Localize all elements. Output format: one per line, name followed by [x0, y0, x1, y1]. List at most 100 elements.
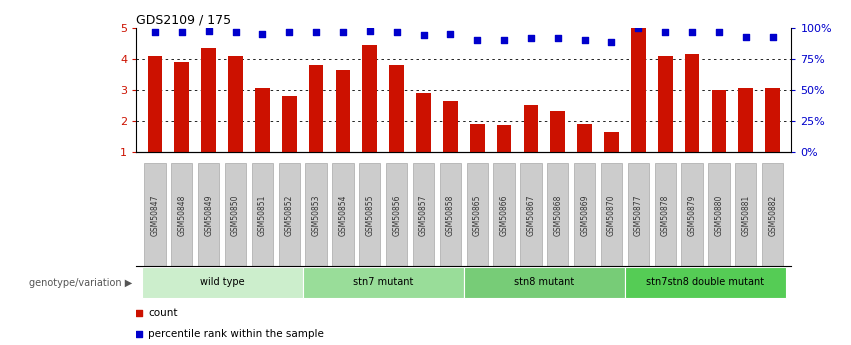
FancyBboxPatch shape [735, 163, 757, 268]
FancyBboxPatch shape [386, 163, 408, 268]
Bar [577, 124, 592, 152]
Bar [389, 65, 404, 152]
Text: GSM50856: GSM50856 [392, 195, 401, 236]
FancyBboxPatch shape [333, 163, 353, 268]
Point [255, 31, 269, 37]
Bar [765, 88, 780, 152]
Bar [255, 88, 270, 152]
FancyBboxPatch shape [303, 267, 464, 298]
Text: GDS2109 / 175: GDS2109 / 175 [136, 13, 231, 27]
FancyBboxPatch shape [708, 163, 729, 268]
Text: GSM50870: GSM50870 [607, 195, 616, 236]
Text: GSM50878: GSM50878 [660, 195, 670, 236]
Bar [604, 131, 619, 152]
FancyBboxPatch shape [762, 163, 783, 268]
FancyBboxPatch shape [466, 163, 488, 268]
Text: count: count [148, 308, 178, 318]
FancyBboxPatch shape [413, 163, 434, 268]
FancyBboxPatch shape [225, 163, 246, 268]
Text: GSM50849: GSM50849 [204, 195, 213, 236]
Point [712, 29, 726, 35]
Point [487, 251, 500, 256]
FancyBboxPatch shape [601, 163, 622, 268]
Text: GSM50853: GSM50853 [311, 195, 321, 236]
Point [229, 29, 243, 35]
FancyBboxPatch shape [574, 163, 595, 268]
Point [487, 61, 500, 67]
Text: percentile rank within the sample: percentile rank within the sample [148, 329, 324, 339]
FancyBboxPatch shape [494, 163, 515, 268]
Bar [282, 96, 297, 152]
Bar [363, 45, 377, 152]
Point [417, 32, 431, 38]
Point [605, 39, 619, 44]
Bar [443, 101, 458, 152]
FancyBboxPatch shape [682, 163, 703, 268]
Text: GSM50851: GSM50851 [258, 195, 267, 236]
Text: GSM50880: GSM50880 [715, 195, 723, 236]
FancyBboxPatch shape [440, 163, 461, 268]
FancyBboxPatch shape [628, 163, 649, 268]
Text: GSM50855: GSM50855 [365, 195, 374, 236]
Bar [523, 105, 539, 152]
Point [363, 28, 377, 33]
FancyBboxPatch shape [464, 267, 625, 298]
Text: GSM50879: GSM50879 [688, 195, 697, 236]
FancyBboxPatch shape [654, 163, 676, 268]
Bar [658, 56, 672, 152]
FancyBboxPatch shape [198, 163, 220, 268]
Bar [174, 62, 189, 152]
Text: GSM50881: GSM50881 [741, 195, 751, 236]
Point [524, 36, 538, 41]
Text: GSM50858: GSM50858 [446, 195, 455, 236]
Bar [416, 93, 431, 152]
Bar [631, 28, 646, 152]
FancyBboxPatch shape [252, 163, 273, 268]
Bar [147, 56, 163, 152]
Text: GSM50866: GSM50866 [500, 195, 509, 236]
Text: GSM50847: GSM50847 [151, 195, 159, 236]
Text: GSM50857: GSM50857 [419, 195, 428, 236]
Point [659, 29, 672, 35]
Text: GSM50852: GSM50852 [285, 195, 294, 236]
Text: GSM50877: GSM50877 [634, 195, 643, 236]
FancyBboxPatch shape [625, 267, 786, 298]
Point [739, 34, 752, 40]
FancyBboxPatch shape [359, 163, 380, 268]
Point [685, 29, 699, 35]
Text: GSM50869: GSM50869 [580, 195, 589, 236]
Text: GSM50882: GSM50882 [768, 195, 777, 236]
Point [283, 29, 296, 35]
Text: GSM50850: GSM50850 [231, 195, 240, 236]
Point [309, 29, 323, 35]
Point [175, 29, 189, 35]
Text: GSM50848: GSM50848 [177, 195, 186, 236]
Bar [228, 56, 243, 152]
Bar [711, 90, 726, 152]
FancyBboxPatch shape [145, 163, 166, 268]
Bar [309, 65, 323, 152]
FancyBboxPatch shape [306, 163, 327, 268]
Bar [497, 125, 511, 152]
Text: wild type: wild type [200, 277, 244, 287]
Point [390, 29, 403, 35]
Text: stn8 mutant: stn8 mutant [514, 277, 574, 287]
Text: stn7 mutant: stn7 mutant [353, 277, 414, 287]
FancyBboxPatch shape [547, 163, 568, 268]
Bar [685, 54, 700, 152]
Point [443, 31, 457, 37]
Text: genotype/variation ▶: genotype/variation ▶ [29, 278, 132, 288]
Point [551, 36, 564, 41]
Point [202, 28, 215, 33]
Text: GSM50854: GSM50854 [339, 195, 347, 236]
Bar [202, 48, 216, 152]
Bar [470, 124, 484, 152]
Bar [335, 69, 351, 152]
Text: GSM50868: GSM50868 [553, 195, 563, 236]
Point [471, 37, 484, 43]
FancyBboxPatch shape [278, 163, 300, 268]
Point [578, 37, 591, 43]
FancyBboxPatch shape [520, 163, 541, 268]
Text: GSM50865: GSM50865 [472, 195, 482, 236]
Point [631, 25, 645, 30]
